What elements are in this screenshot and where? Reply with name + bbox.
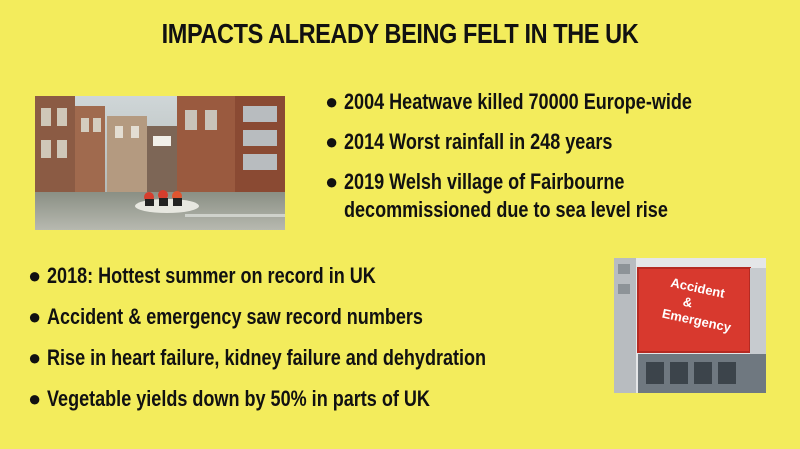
bullet-dot: ● [325, 169, 339, 194]
flood-photo [35, 96, 285, 230]
bullet-text: Accident & emergency saw record numbers [47, 304, 423, 329]
bullet-text: 2018: Hottest summer on record in UK [47, 263, 376, 288]
bullet-dot: ● [28, 345, 42, 370]
bullet-text-continuation: decommissioned due to sea level rise [344, 197, 668, 222]
sign-text-ampersand: & [682, 294, 694, 311]
slide-title: IMPACTS ALREADY BEING FELT IN THE UK [161, 18, 639, 49]
flood-photo-illustration [35, 96, 285, 230]
bullet-text: Vegetable yields down by 50% in parts of… [47, 386, 430, 411]
bullet-dot: ● [325, 89, 339, 114]
list-item: ● 2018: Hottest summer on record in UK [28, 262, 582, 290]
bullet-text: Rise in heart failure, kidney failure an… [47, 345, 487, 370]
bullet-dot: ● [325, 129, 339, 154]
bullet-dot: ● [28, 263, 42, 288]
accident-emergency-photo: Accident & Emergency [614, 258, 766, 393]
list-item: ● Rise in heart failure, kidney failure … [28, 344, 582, 372]
bottom-bullet-list: ● 2018: Hottest summer on record in UK ●… [28, 262, 582, 426]
list-item: ● Accident & emergency saw record number… [28, 303, 582, 331]
bullet-text: 2019 Welsh village of Fairbourne [344, 169, 625, 194]
bullet-dot: ● [28, 304, 42, 329]
list-item: ● Vegetable yields down by 50% in parts … [28, 385, 582, 413]
bullet-text: 2004 Heatwave killed 70000 Europe-wide [344, 89, 692, 114]
list-item: ● 2004 Heatwave killed 70000 Europe-wide [325, 88, 768, 116]
top-bullet-list: ● 2004 Heatwave killed 70000 Europe-wide… [325, 88, 768, 236]
bullet-text: 2014 Worst rainfall in 248 years [344, 129, 613, 154]
list-item: ● 2019 Welsh village of Fairbourne decom… [325, 168, 768, 224]
accident-emergency-illustration: Accident & Emergency [614, 258, 766, 393]
list-item: ● 2014 Worst rainfall in 248 years [325, 128, 768, 156]
bullet-dot: ● [28, 386, 42, 411]
